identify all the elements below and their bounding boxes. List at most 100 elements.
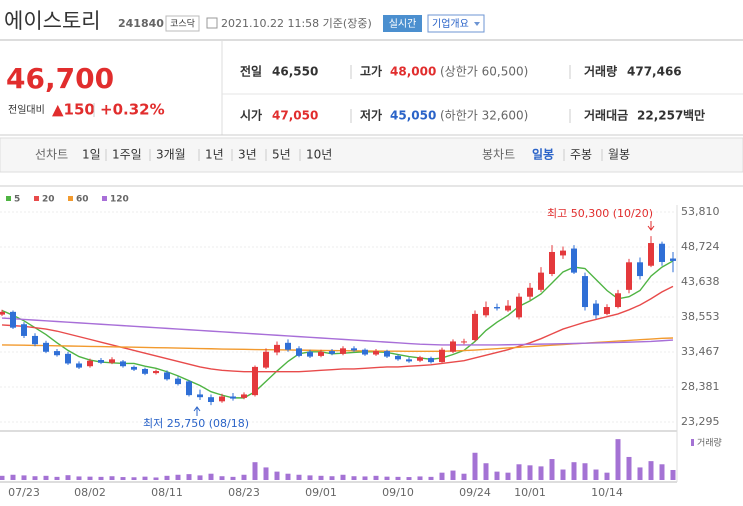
stock-name: 에이스토리 (4, 9, 101, 33)
candle-body (131, 366, 137, 370)
quote-unit: 백만 (683, 108, 705, 123)
volume-bar (76, 476, 82, 480)
volume-bar (450, 470, 456, 480)
candle-body (659, 243, 665, 262)
volume-bar (417, 476, 423, 480)
candle-body (373, 351, 379, 355)
volume-bar (153, 477, 159, 480)
change-label: 전일대비 (8, 104, 45, 116)
volume-bar (219, 476, 225, 480)
volume-bar (208, 473, 214, 480)
low-arrow (193, 406, 201, 416)
quote-label: 저가 (360, 108, 382, 123)
volume-bar (406, 477, 412, 480)
tab[interactable]: 일봉 (532, 148, 554, 162)
tab[interactable]: 월봉 (608, 148, 630, 162)
tab[interactable]: 5년 (272, 148, 291, 162)
candle-body (142, 368, 148, 374)
volume-bar (307, 475, 313, 480)
tab[interactable]: 1일 (82, 148, 101, 162)
stock-code: 241840 (118, 17, 164, 30)
legend-label: 20 (42, 195, 55, 205)
company-button-box[interactable] (427, 14, 485, 33)
candle-body (648, 243, 654, 266)
moving-average-line (1, 337, 674, 353)
realtime-button-box[interactable] (383, 15, 422, 32)
high-annotation: 최고 50,300 (10/20) (547, 207, 653, 220)
tabs: 선차트 1일 1주일 3개월 1년 3년 5년 10년 봉차트 일봉 주봉 월봉 (35, 148, 630, 162)
candle-body (65, 353, 71, 364)
high-arrow (647, 221, 655, 231)
company-button[interactable]: 기업개요 (432, 17, 469, 30)
current-price: 46,700 (6, 62, 114, 95)
volume-bar (10, 474, 16, 480)
volume-bar (659, 464, 665, 480)
volume-bar (87, 476, 93, 480)
dropdown-icon (474, 22, 480, 26)
volume-bar (65, 475, 71, 480)
tab[interactable]: 1년 (205, 148, 224, 162)
legend-swatch (102, 196, 107, 201)
candle-body (395, 355, 401, 360)
candle-body (318, 351, 324, 356)
x-tick-label: 08/23 (228, 486, 260, 499)
volume-bar (43, 475, 49, 480)
quote-note: (하한가 32,600) (440, 109, 528, 123)
legend-label: 5 (14, 195, 20, 205)
candle-body (208, 397, 214, 403)
tab[interactable]: 1주일 (112, 148, 142, 162)
candle-body (329, 351, 335, 354)
candle-body (98, 360, 104, 363)
x-tick-label: 08/11 (151, 486, 183, 499)
candle-body (461, 341, 467, 343)
volume-bar (637, 467, 643, 480)
quote-value: 47,050 (272, 109, 318, 123)
candle-body (0, 311, 5, 315)
y-tick-label: 38,553 (681, 310, 720, 323)
candle-body (670, 258, 676, 261)
volume-bar (263, 467, 269, 480)
tab[interactable]: 10년 (306, 148, 332, 162)
candle-body (21, 324, 27, 336)
realtime-button[interactable]: 실시간 (389, 18, 417, 30)
volume-bar (516, 464, 522, 480)
candle-body (362, 349, 368, 355)
candle-body (241, 394, 247, 398)
candle-body (175, 378, 181, 385)
volume-bar (670, 469, 676, 480)
volume-bar (109, 476, 115, 480)
quote-label: 거래대금 (584, 108, 628, 123)
volume-bar (186, 474, 192, 480)
candle-body (604, 307, 610, 314)
volume-bar (571, 462, 577, 480)
candle-body (505, 305, 511, 311)
candle-body (120, 361, 126, 367)
candle-body (87, 360, 93, 367)
volume-bar (626, 456, 632, 480)
volume-bar (549, 459, 555, 480)
quote-label: 고가 (360, 64, 382, 79)
x-tick-label: 10/14 (591, 486, 623, 499)
x-tick-label: 09/01 (305, 486, 337, 499)
quote-label: 전일 (240, 64, 262, 79)
volume-bar (384, 476, 390, 480)
candle-body (32, 335, 38, 345)
candle-body (560, 250, 566, 256)
candle-body (615, 293, 621, 308)
volume-bar (483, 463, 489, 480)
y-tick-label: 48,724 (681, 240, 720, 253)
tab[interactable]: 3개월 (156, 148, 186, 162)
volume-bar (142, 476, 148, 480)
x-tick-label: 09/24 (459, 486, 491, 499)
candle-body (340, 348, 346, 354)
candle-body (417, 357, 423, 361)
tab[interactable]: 주봉 (570, 148, 592, 162)
y-tick-label: 23,295 (681, 415, 720, 428)
y-tick-label: 33,467 (681, 345, 720, 358)
market-badge-box (165, 15, 200, 32)
volume-bar (120, 477, 126, 480)
candle-body (54, 351, 60, 356)
candle-body (219, 396, 225, 402)
tab[interactable]: 3년 (238, 148, 257, 162)
